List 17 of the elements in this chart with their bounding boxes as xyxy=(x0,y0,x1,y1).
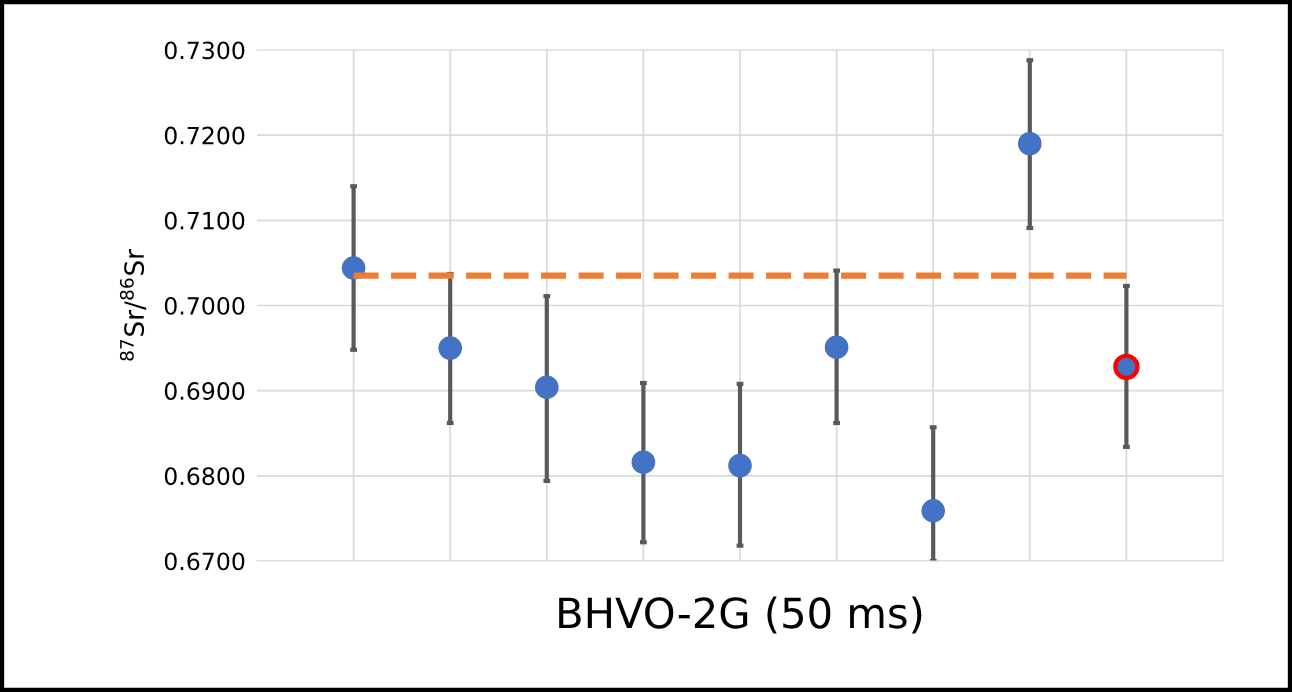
point xyxy=(534,375,559,400)
point xyxy=(1017,131,1042,156)
y-tick-label: 0.7200 xyxy=(164,126,245,145)
point xyxy=(1113,353,1140,381)
point xyxy=(824,335,849,360)
y-tick-label: 0.6800 xyxy=(164,467,245,486)
point xyxy=(921,498,946,523)
y-tick-label: 0.6900 xyxy=(164,382,245,400)
point xyxy=(728,453,752,478)
y-tick-label: 0.6700 xyxy=(164,552,245,571)
point xyxy=(438,336,463,360)
y-tick-label: 0.7300 xyxy=(164,41,245,60)
y-tick-label: 0.7100 xyxy=(164,211,245,230)
point xyxy=(631,450,656,475)
x-axis-title: BHVO-2G (50 ms) xyxy=(559,596,922,634)
y-tick-label: 0.7000 xyxy=(164,296,245,315)
y-axis-title: $^{87}$Sr/$^{86}$Sr xyxy=(119,249,147,361)
